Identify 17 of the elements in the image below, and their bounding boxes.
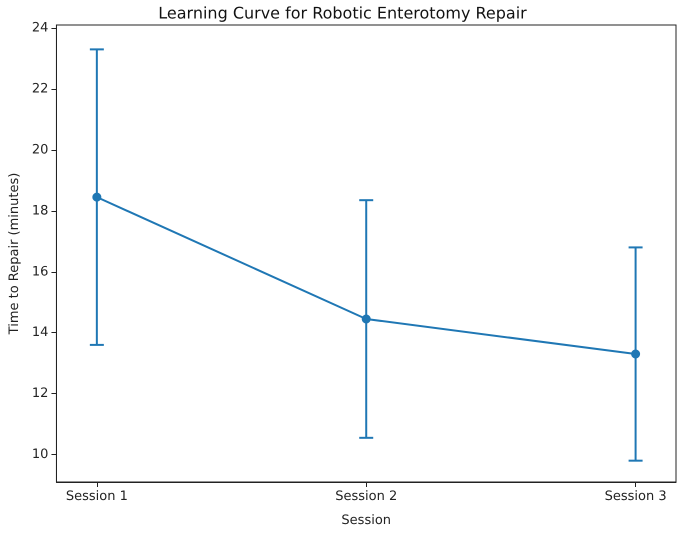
point <box>92 192 102 202</box>
x-tick-label: Session 3 <box>604 489 667 504</box>
point <box>631 350 640 359</box>
chart-title: Learning Curve for Robotic Enterotomy Repair <box>158 4 528 22</box>
y-tick-label: 22 <box>32 81 48 96</box>
y-tick-label: 14 <box>32 325 48 340</box>
y-tick-label: 12 <box>32 386 48 402</box>
y-tick-label: 24 <box>32 20 48 36</box>
x-axis-title: Session <box>341 513 392 528</box>
y-tick-label: 20 <box>32 142 48 158</box>
x-tick-label: Session 1 <box>66 489 128 504</box>
y-axis-title: Time to Repair (minutes) <box>7 172 22 336</box>
point <box>362 314 371 324</box>
y-tick-label: 10 <box>32 447 48 462</box>
y-tick-label: 16 <box>32 264 48 280</box>
y-tick-label: 18 <box>32 203 48 218</box>
x-tick-label: Session 2 <box>335 489 398 504</box>
